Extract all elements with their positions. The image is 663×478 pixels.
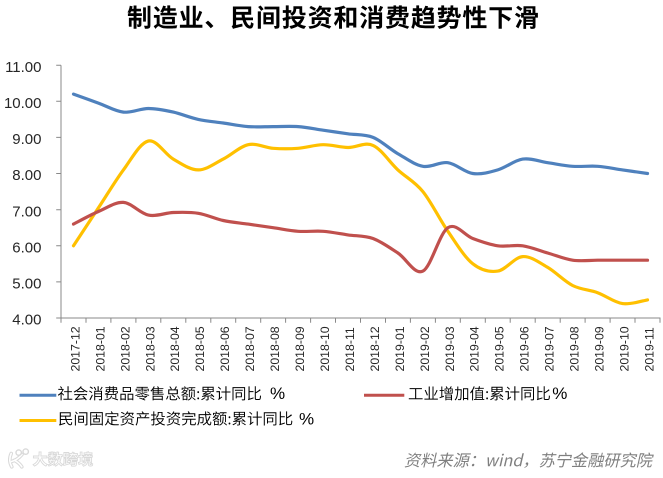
svg-text:9.00: 9.00 bbox=[12, 131, 41, 148]
svg-text:2018-12: 2018-12 bbox=[368, 326, 382, 371]
svg-text:11.00: 11.00 bbox=[5, 59, 41, 76]
svg-text:2019-11: 2019-11 bbox=[642, 327, 656, 371]
svg-text:5.00: 5.00 bbox=[12, 276, 41, 293]
svg-text:2018-02: 2018-02 bbox=[118, 326, 132, 371]
svg-text:2018-01: 2018-01 bbox=[93, 326, 107, 371]
svg-text:2018-07: 2018-07 bbox=[243, 326, 257, 371]
svg-text:8.00: 8.00 bbox=[12, 167, 41, 184]
svg-text:2019-05: 2019-05 bbox=[493, 326, 507, 371]
svg-text:2019-02: 2019-02 bbox=[418, 326, 432, 371]
svg-text:2018-10: 2018-10 bbox=[318, 326, 332, 371]
svg-text:2018-06: 2018-06 bbox=[218, 326, 232, 371]
svg-text:2018-04: 2018-04 bbox=[168, 326, 182, 371]
svg-text:%: % bbox=[299, 409, 314, 428]
svg-text:2018-11: 2018-11 bbox=[343, 327, 357, 371]
svg-text:2018-09: 2018-09 bbox=[293, 326, 307, 371]
svg-text:2017-12: 2017-12 bbox=[68, 326, 82, 371]
svg-text:6.00: 6.00 bbox=[12, 240, 41, 257]
svg-text:2019-10: 2019-10 bbox=[618, 326, 632, 371]
svg-text:2019-07: 2019-07 bbox=[543, 326, 557, 371]
svg-text:7.00: 7.00 bbox=[12, 203, 41, 220]
svg-text:2019-04: 2019-04 bbox=[468, 326, 482, 371]
svg-text:2018-05: 2018-05 bbox=[193, 326, 207, 371]
svg-text:2019-06: 2019-06 bbox=[518, 326, 532, 371]
svg-text:4.00: 4.00 bbox=[12, 312, 41, 329]
svg-text:2018-03: 2018-03 bbox=[143, 326, 157, 371]
svg-text:10.00: 10.00 bbox=[4, 95, 42, 112]
svg-text:2019-09: 2019-09 bbox=[593, 326, 607, 371]
svg-text:%: % bbox=[270, 384, 285, 403]
svg-text:%: % bbox=[552, 384, 567, 403]
svg-text:2019-03: 2019-03 bbox=[443, 326, 457, 371]
svg-text:2019-08: 2019-08 bbox=[568, 326, 582, 371]
svg-text:2019-01: 2019-01 bbox=[393, 326, 407, 371]
svg-text:2018-08: 2018-08 bbox=[268, 326, 282, 371]
